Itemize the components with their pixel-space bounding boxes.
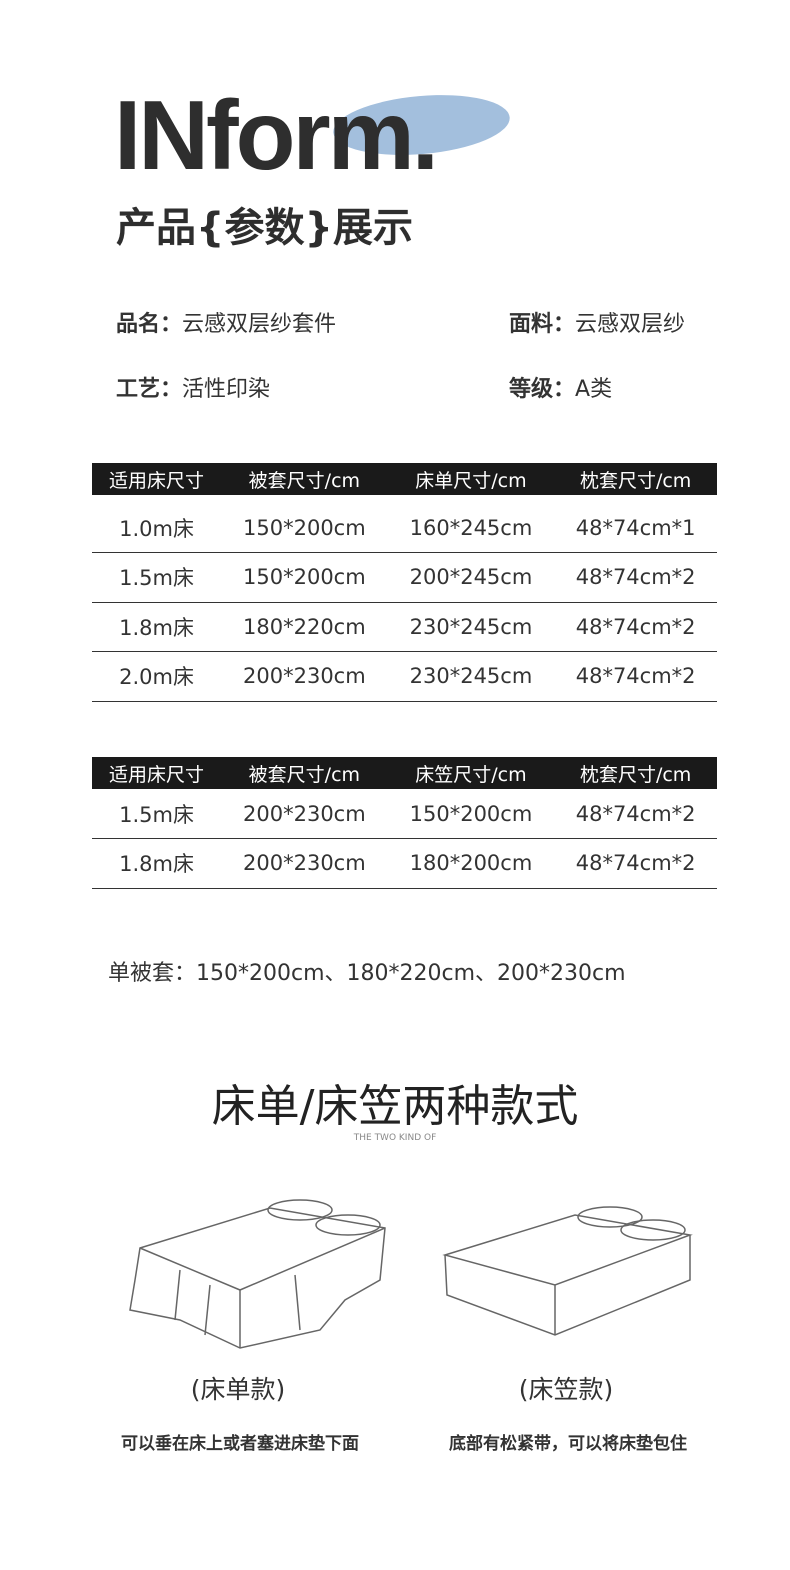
table-header: 枕套尺寸/cm <box>554 757 717 789</box>
table-header: 床单尺寸/cm <box>387 463 555 495</box>
page-title: 产品{参数}展示 <box>116 205 413 251</box>
table-row: 1.5m床 150*200cm 200*245cm 48*74cm*2 <box>92 552 717 603</box>
table-row: 2.0m床 200*230cm 230*245cm 48*74cm*2 <box>92 651 717 702</box>
flat-sheet-description: 可以垂在床上或者塞进床垫下面 <box>121 1434 359 1454</box>
section-subtitle: THE TWO KIND OF <box>353 1133 437 1143</box>
section-title: 床单/床笠两种款式 <box>211 1081 579 1132</box>
spec-craft: 工艺：活性印染 <box>116 377 271 402</box>
single-duvet-sizes: 单被套：150*200cm、180*220cm、200*230cm <box>108 961 626 986</box>
table-header: 适用床尺寸 <box>92 463 222 495</box>
flat-sheet-bed-illustration <box>129 1199 386 1349</box>
table-row: 1.8m床 180*220cm 230*245cm 48*74cm*2 <box>92 602 717 652</box>
table-row: 1.8m床 200*230cm 180*200cm 48*74cm*2 <box>92 838 717 889</box>
fitted-sheet-caption: (床笠款) <box>518 1375 614 1404</box>
table-row: 1.0m床 150*200cm 160*245cm 48*74cm*1 <box>92 503 717 553</box>
fitted-sheet-description: 底部有松紧带，可以将床垫包住 <box>449 1434 687 1454</box>
fitted-sheet-bed-illustration <box>442 1206 693 1336</box>
table-header: 被套尺寸/cm <box>221 463 388 495</box>
spec-grade: 等级：A类 <box>509 377 613 402</box>
flat-sheet-caption: (床单款) <box>190 1375 286 1404</box>
table-header: 被套尺寸/cm <box>221 757 388 789</box>
table-header: 床笠尺寸/cm <box>387 757 555 789</box>
spec-name: 品名：云感双层纱套件 <box>116 312 337 337</box>
brand-logo: INform. <box>114 80 439 190</box>
table-row: 1.5m床 200*230cm 150*200cm 48*74cm*2 <box>92 789 717 839</box>
table-header: 枕套尺寸/cm <box>554 463 717 495</box>
spec-fabric: 面料：云感双层纱 <box>509 312 686 337</box>
table-header: 适用床尺寸 <box>92 757 222 789</box>
size-table-fitted-sheet: 适用床尺寸 被套尺寸/cm 床笠尺寸/cm 枕套尺寸/cm 1.5m床 200*2… <box>92 757 717 889</box>
size-table-flat-sheet: 适用床尺寸 被套尺寸/cm 床单尺寸/cm 枕套尺寸/cm 1.0m床 150*2… <box>92 463 717 702</box>
